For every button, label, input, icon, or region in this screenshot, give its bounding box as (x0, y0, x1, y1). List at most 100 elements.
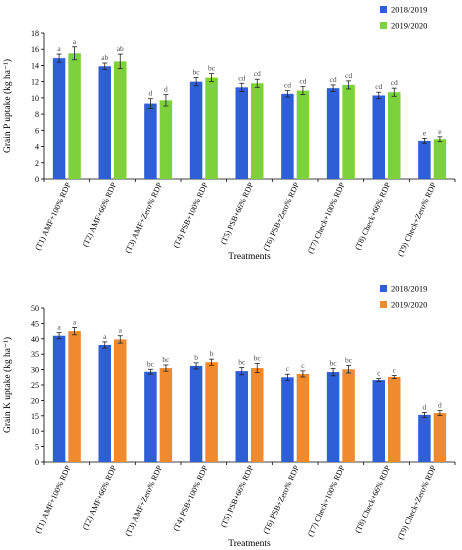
bar (342, 369, 355, 462)
bar (388, 92, 401, 179)
significance-label: bc (162, 355, 170, 364)
significance-label: e (423, 128, 427, 137)
y-axis-title: Grain P uptake (kg ha⁻¹) (2, 59, 13, 153)
y-tick-label: 40 (31, 335, 39, 344)
x-tick-label: (T6) PSB+Zero% RDP (261, 181, 301, 253)
significance-label: e (438, 127, 442, 136)
bar (98, 66, 111, 179)
y-tick-label: 8 (35, 110, 39, 119)
significance-label: a (73, 317, 77, 326)
significance-label: c (286, 364, 290, 373)
y-tick-label: 15 (31, 412, 39, 421)
bar (52, 58, 66, 180)
bar (144, 103, 157, 179)
chart-panel-2: 0 5 10 15 20 25 30 35 40 45 50 a a (T1) AMF+100% RDP a… (2, 284, 456, 549)
y-tick-label: 20 (31, 396, 39, 405)
bar (114, 61, 127, 180)
x-tick-label: (T7) Check+100% RDP (306, 181, 347, 255)
bar (251, 368, 264, 462)
y-tick-label: 10 (31, 94, 39, 103)
significance-label: bc (254, 353, 262, 362)
y-tick-label: 45 (31, 319, 39, 328)
bar (114, 339, 127, 462)
y-tick-label: 30 (31, 366, 39, 375)
legend-label: 2018/2019 (391, 5, 427, 15)
significance-label: bc (147, 359, 155, 368)
x-tick-label: (T8) Check+66% RDP (353, 181, 392, 252)
bar (418, 414, 431, 462)
legend-label: 2019/2020 (391, 300, 427, 310)
x-axis-title: Treatments (228, 539, 271, 549)
bar (372, 380, 385, 462)
significance-label: a (103, 332, 107, 341)
y-tick-label: 6 (35, 126, 39, 135)
y-tick-label: 25 (31, 381, 39, 390)
x-tick-label: (T5) PSB+66% RDP (219, 181, 256, 246)
significance-label: d (149, 89, 153, 98)
bar (326, 88, 340, 179)
y-tick-label: 18 (31, 29, 39, 38)
y-tick-label: 5 (35, 443, 39, 452)
legend-swatch (380, 22, 387, 29)
bar (235, 87, 248, 179)
significance-label: bc (208, 64, 216, 73)
significance-label: d (438, 401, 442, 410)
legend-swatch (380, 285, 387, 292)
significance-label: c (301, 361, 305, 370)
y-tick-label: 2 (35, 159, 39, 168)
bar (68, 53, 81, 179)
bar (281, 377, 294, 462)
significance-label: bc (330, 358, 338, 367)
x-tick-label: (T2) AMF+66% RDP (81, 464, 119, 532)
bar (296, 90, 310, 179)
y-axis-title: Grain K uptake (kg ha⁻¹) (2, 337, 13, 433)
x-tick-label: (T4) PSB+100% RDP (171, 181, 209, 250)
significance-label: b (194, 353, 198, 362)
x-tick-label: (T9) Check+Zero% RDP (396, 464, 438, 541)
x-tick-label: (T1) AMF+100% RDP (33, 181, 73, 252)
significance-label: a (57, 323, 61, 332)
x-tick-label: (T2) AMF+66% RDP (81, 181, 119, 249)
y-tick-label: 0 (35, 175, 39, 184)
significance-label: c (393, 365, 397, 374)
bar (52, 335, 66, 462)
x-axis-title: Treatments (228, 252, 271, 262)
significance-label: cd (391, 78, 398, 87)
bar (281, 93, 294, 179)
x-tick-label: (T3) AMF+Zero% RDP (123, 181, 164, 255)
bar (251, 83, 264, 179)
y-tick-label: 10 (31, 427, 39, 436)
x-tick-label: (T6) PSB+Zero% RDP (261, 464, 301, 536)
y-tick-label: 4 (35, 143, 39, 152)
legend-label: 2019/2020 (391, 21, 427, 31)
bar (326, 372, 340, 462)
significance-label: a (119, 326, 123, 335)
x-tick-label: (T8) Check+66% RDP (353, 464, 392, 535)
bar (388, 376, 401, 462)
x-tick-label: (T5) PSB+66% RDP (219, 464, 256, 529)
significance-label: b (210, 349, 214, 358)
bar (433, 139, 447, 179)
significance-label: ab (117, 44, 124, 53)
significance-label: bc (238, 357, 246, 366)
bar (296, 373, 310, 462)
legend-swatch (380, 6, 387, 13)
bar (235, 371, 248, 462)
significance-label: cd (375, 82, 382, 91)
y-tick-label: 14 (31, 61, 39, 70)
legend-label: 2018/2019 (391, 284, 427, 294)
x-tick-label: (T7) Check+100% RDP (306, 464, 347, 538)
bar (144, 371, 157, 462)
legend-swatch (380, 301, 387, 308)
significance-label: cd (299, 77, 306, 86)
significance-label: c (377, 369, 381, 378)
bar (98, 344, 111, 462)
bar (189, 365, 203, 462)
significance-label: cd (345, 71, 352, 80)
bar (205, 77, 218, 179)
bar (342, 84, 355, 179)
significance-label: d (423, 402, 427, 411)
x-tick-label: (T3) AMF+Zero% RDP (123, 464, 164, 538)
